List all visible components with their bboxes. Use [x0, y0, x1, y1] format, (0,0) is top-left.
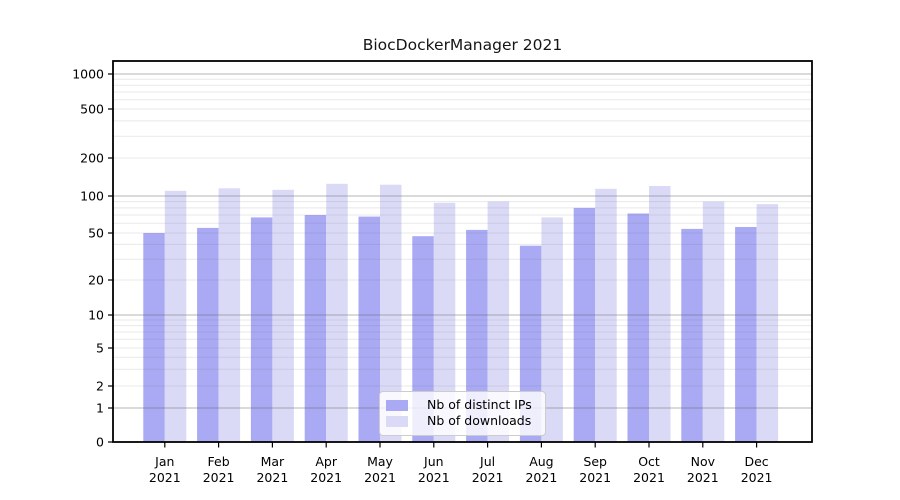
x-tick-label-year: 2021: [256, 470, 288, 485]
bar-downloads-apr: [326, 183, 348, 443]
x-tick-label-year: 2021: [741, 470, 773, 485]
x-tick-label-year: 2021: [687, 470, 719, 485]
x-tick-label-month: Jun: [423, 454, 444, 469]
y-tick-label: 200: [80, 151, 104, 166]
x-tick-label-month: Aug: [529, 454, 553, 469]
bar-ips-mar: [250, 217, 273, 442]
legend-item-downloads: Nb of downloads: [386, 415, 539, 428]
bar-ips-nov: [681, 228, 703, 442]
x-tick-label-month: Sep: [583, 454, 607, 469]
x-tick-label-year: 2021: [310, 470, 342, 485]
gridlines-group: [113, 73, 812, 409]
x-tick-label-year: 2021: [472, 470, 504, 485]
legend-label-distinct-ips: Nb of distinct IPs: [427, 397, 532, 413]
bar-downloads-jan: [164, 190, 187, 442]
x-tick-label-year: 2021: [525, 470, 557, 485]
x-tick-label-year: 2021: [418, 470, 450, 485]
x-tick-label-month: Jan: [154, 454, 174, 469]
y-tick-label: 500: [80, 102, 104, 117]
x-tick-label-month: Nov: [691, 454, 716, 469]
bar-ips-dec: [735, 227, 757, 442]
legend-label-downloads: Nb of downloads: [427, 413, 532, 429]
y-tick-label: 10: [88, 308, 104, 323]
bar-ips-feb: [197, 227, 219, 442]
bar-downloads-sep: [595, 188, 617, 442]
bar-downloads-may: [380, 184, 402, 442]
legend-item-distinct-ips: Nb of distinct IPs: [386, 399, 539, 412]
bar-downloads-oct: [649, 186, 671, 442]
legend: Nb of distinct IPs Nb of downloads: [379, 391, 546, 436]
bar-downloads-nov: [702, 201, 725, 442]
x-tick-label-month: Jul: [479, 454, 495, 469]
x-tick-label-year: 2021: [203, 470, 235, 485]
legend-swatch-downloads: [386, 415, 408, 427]
y-tick-label: 50: [88, 226, 104, 241]
y-tick-label: 1: [96, 401, 104, 416]
y-tick-label: 1000: [72, 67, 104, 82]
bar-ips-may: [358, 216, 380, 442]
axes-group: 01251020501002005001000Jan2021Feb2021Mar…: [72, 60, 813, 485]
x-tick-label-month: Apr: [315, 454, 337, 469]
bar-downloads-jul: [487, 201, 510, 442]
x-tick-label-month: Dec: [744, 454, 768, 469]
bar-ips-apr: [304, 215, 327, 442]
bar-ips-oct: [627, 213, 649, 442]
x-tick-label-month: May: [367, 454, 393, 469]
x-tick-label-year: 2021: [364, 470, 396, 485]
y-tick-label: 0: [96, 435, 104, 450]
bar-downloads-feb: [218, 188, 241, 442]
bar-ips-sep: [573, 207, 596, 442]
x-tick-label-year: 2021: [633, 470, 665, 485]
y-tick-label: 5: [96, 341, 104, 356]
bar-ips-jan: [143, 233, 165, 442]
bar-downloads-aug: [541, 217, 563, 442]
y-tick-label: 100: [80, 189, 104, 204]
x-tick-label-year: 2021: [579, 470, 611, 485]
y-tick-label: 2: [96, 379, 104, 394]
x-tick-label-year: 2021: [149, 470, 181, 485]
legend-swatch-distinct-ips: [386, 400, 408, 412]
x-tick-label-month: Feb: [208, 454, 230, 469]
bar-downloads-mar: [272, 189, 294, 442]
bar-ips-jun: [412, 236, 434, 442]
plot-border: [112, 60, 813, 443]
bars-group: [143, 183, 779, 443]
x-tick-label-month: Oct: [638, 454, 660, 469]
y-tick-label: 20: [88, 273, 104, 288]
bar-downloads-jun: [433, 202, 456, 442]
bar-downloads-dec: [756, 204, 779, 442]
x-tick-label-month: Mar: [261, 454, 285, 469]
chart-title: BiocDockerManager 2021: [362, 36, 563, 54]
bar-ips-jul: [466, 229, 488, 442]
